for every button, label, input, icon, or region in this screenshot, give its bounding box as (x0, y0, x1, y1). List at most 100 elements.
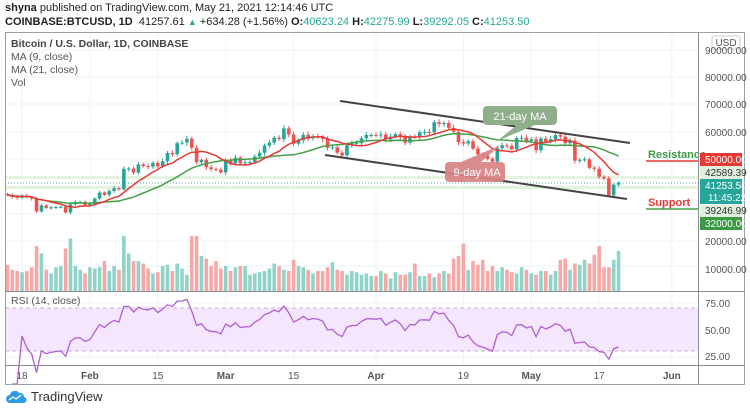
volume-bar (83, 273, 87, 291)
volume-bar (519, 267, 524, 291)
candle-body (393, 134, 398, 137)
currency-badge[interactable] (711, 35, 741, 50)
level-high-text: 42589.39 (705, 168, 747, 179)
volume-bar (524, 269, 529, 291)
volume-bar (573, 263, 577, 291)
candle-body (44, 205, 49, 208)
candle-body (286, 128, 291, 135)
publish-info: shyna published on TradingView.com, May … (5, 2, 333, 14)
candle-body (257, 152, 262, 157)
candle-body (408, 136, 412, 143)
volume-bar (369, 276, 373, 291)
candle-body (126, 168, 131, 170)
publisher-name: shyna (5, 2, 37, 14)
volume-bar (320, 271, 325, 291)
volume-bar (267, 268, 272, 291)
candle-body (582, 159, 587, 161)
candle-body (277, 137, 281, 140)
price-tick: 60000.00 (705, 128, 747, 139)
volume-bar (485, 271, 490, 291)
rsi-line (12, 298, 619, 385)
ma21-callout[interactable]: 21-day MA (483, 106, 557, 141)
volume-bar (437, 273, 441, 291)
volume-bar (350, 271, 354, 291)
legend-vol[interactable]: Vol (11, 77, 26, 89)
candle-body (364, 134, 369, 139)
legend-rsi[interactable]: RSI (14, close) (11, 295, 81, 307)
candle-body (180, 142, 184, 144)
legend-ma21[interactable]: MA (21, close) (11, 64, 79, 76)
candle-body (500, 145, 504, 149)
volume-bar (398, 274, 403, 291)
close-value: 41253.50 (483, 16, 530, 28)
price-tick: 90000.00 (705, 46, 747, 57)
volume-bar (107, 271, 112, 291)
candle-body (568, 140, 572, 144)
volume-bar (228, 271, 233, 291)
volume-bar (417, 276, 422, 291)
candle-body (524, 137, 529, 141)
volume-bar (257, 272, 262, 291)
volume-bar (427, 273, 432, 291)
volume-bar (97, 267, 102, 291)
ma9-callout-text: 9-day MA (453, 167, 501, 179)
candle-body (160, 161, 165, 167)
volume-bar (597, 246, 601, 291)
candle-body (282, 128, 286, 140)
volume-bar (422, 276, 427, 291)
volume-bar (568, 269, 572, 291)
volume-bar (456, 256, 461, 291)
rsi-ticks: 75.00 50.00 25.00 (705, 299, 730, 363)
candle-body (34, 198, 39, 212)
time-tick: Apr (367, 371, 384, 382)
candle-body (136, 164, 141, 173)
volume-bar (253, 273, 257, 291)
ma21-callout-text: 21-day MA (493, 111, 547, 123)
level-band-high (5, 176, 698, 179)
volume-bar (505, 269, 509, 291)
volume-bar (534, 274, 538, 291)
candle-body (219, 169, 223, 173)
candle-body (548, 139, 553, 142)
legend-ma9[interactable]: MA (9, close) (11, 51, 73, 63)
candle-body (170, 152, 175, 155)
volume-bar (204, 258, 209, 291)
candle-body (519, 137, 524, 139)
candle-body (296, 140, 301, 144)
tradingview-logo[interactable]: TradingView (5, 389, 103, 404)
volume-bar (413, 263, 417, 291)
volume-bar (374, 276, 378, 291)
support-price-label (700, 217, 742, 230)
volume-bar (189, 236, 194, 291)
candle-body (447, 122, 451, 128)
support-price-text: 32000.00 (705, 219, 747, 230)
volume-bar (54, 267, 58, 291)
volume-bar (544, 271, 548, 291)
candle-body (272, 137, 276, 143)
candle-body (92, 198, 97, 205)
candle-body (461, 142, 466, 144)
volume-bar (529, 273, 534, 291)
candle-body (529, 139, 534, 141)
level-high-label (700, 166, 742, 179)
candle-body (156, 162, 160, 167)
ma9-callout[interactable]: 9-day MA (445, 145, 505, 182)
volume-bar (15, 271, 19, 291)
volume-bar (442, 271, 446, 291)
volume-bar (112, 266, 116, 291)
candle-body (223, 160, 228, 173)
volume-bars (5, 236, 621, 291)
candle-body (422, 131, 427, 133)
volume-bar (558, 259, 563, 291)
volume-bar (490, 266, 495, 291)
candle-body (611, 184, 616, 196)
candle-body (374, 134, 378, 136)
resistance-price-label (700, 153, 742, 166)
time-tick: 17 (594, 371, 606, 382)
volume-bar (602, 267, 606, 291)
volume-bar (92, 268, 97, 291)
volume-bar (63, 248, 68, 291)
candle-body (587, 159, 592, 168)
volume-bar (364, 273, 369, 291)
